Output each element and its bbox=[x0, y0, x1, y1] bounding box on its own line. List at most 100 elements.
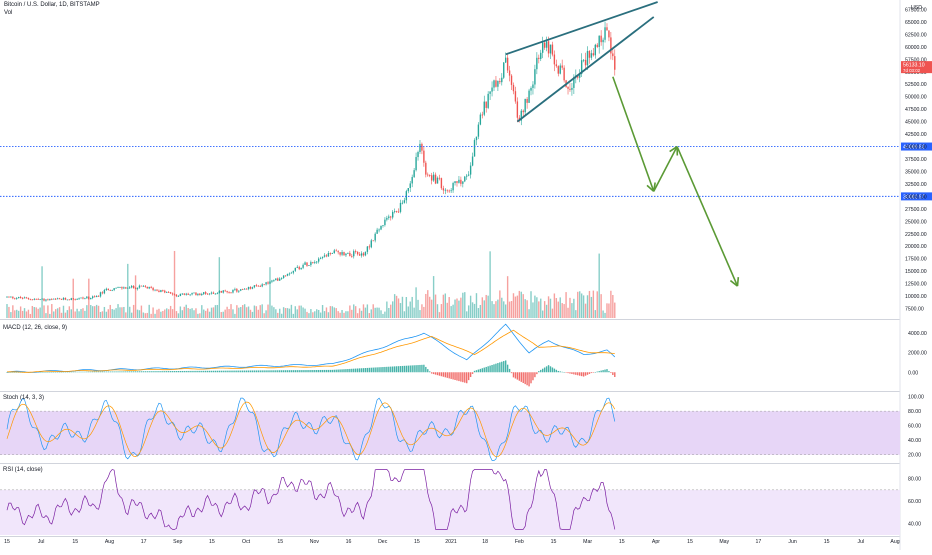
candle-body bbox=[487, 94, 488, 108]
macd-histogram-bar bbox=[404, 366, 405, 372]
volume-bar bbox=[302, 307, 303, 318]
candle-body bbox=[82, 298, 83, 299]
candle-body bbox=[517, 101, 518, 117]
macd-histogram-bar bbox=[458, 372, 459, 381]
volume-bar bbox=[431, 300, 432, 318]
candle-body bbox=[295, 268, 296, 271]
candle-body bbox=[602, 40, 603, 42]
volume-bar bbox=[505, 304, 506, 318]
macd-histogram-bar bbox=[445, 372, 446, 377]
macd-histogram-bar bbox=[150, 371, 151, 372]
candle-body bbox=[450, 190, 451, 191]
macd-histogram-bar bbox=[47, 372, 48, 373]
volume-bar bbox=[24, 308, 25, 318]
macd-histogram-bar bbox=[343, 369, 344, 372]
candle-body bbox=[271, 281, 272, 282]
macd-histogram-bar bbox=[80, 372, 81, 373]
volume-bar bbox=[491, 301, 492, 318]
macd-histogram-bar bbox=[334, 370, 335, 372]
volume-bar bbox=[139, 310, 140, 318]
volume-bar bbox=[363, 304, 364, 318]
volume-bar bbox=[563, 304, 564, 318]
candle-body bbox=[406, 191, 407, 200]
candle-body bbox=[108, 289, 109, 290]
volume-bar bbox=[310, 309, 311, 318]
macd-histogram-bar bbox=[369, 368, 370, 372]
macd-histogram-bar bbox=[186, 371, 187, 372]
candle-body bbox=[339, 252, 340, 254]
macd-histogram-bar bbox=[341, 369, 342, 372]
volume-bar bbox=[396, 296, 397, 318]
candle-body bbox=[41, 299, 42, 300]
macd-histogram-bar bbox=[236, 371, 237, 373]
candle-body bbox=[472, 157, 473, 166]
volume-bar bbox=[345, 311, 346, 318]
volume-bar bbox=[332, 306, 333, 318]
candle-body bbox=[30, 299, 31, 300]
candle-body bbox=[73, 298, 74, 299]
candle-body bbox=[119, 287, 120, 288]
candle-body bbox=[248, 287, 249, 289]
projection-arrow-up bbox=[654, 147, 677, 192]
volume-bar bbox=[293, 314, 294, 318]
volume-bar bbox=[443, 295, 444, 318]
volume-bar bbox=[263, 313, 264, 318]
candle-body bbox=[598, 36, 599, 47]
volume-bar bbox=[143, 312, 144, 318]
volume-bar bbox=[71, 309, 72, 318]
volume-bar bbox=[608, 303, 609, 318]
candle-body bbox=[258, 286, 259, 287]
volume-bar bbox=[178, 313, 179, 318]
time-axis-tick: Jul bbox=[38, 539, 45, 545]
candle-body bbox=[441, 178, 442, 188]
volume-bar bbox=[211, 308, 212, 318]
macd-histogram-bar bbox=[606, 369, 607, 372]
macd-histogram-bar bbox=[476, 370, 477, 372]
stoch-title: Stoch (14, 3, 3) bbox=[3, 395, 44, 401]
macd-histogram-bar bbox=[139, 371, 140, 372]
volume-bar bbox=[450, 306, 451, 318]
volume-bar bbox=[45, 313, 46, 318]
macd-histogram-bar bbox=[299, 370, 300, 372]
macd-histogram-bar bbox=[111, 371, 112, 372]
candle-body bbox=[552, 45, 553, 55]
volume-bar bbox=[246, 307, 247, 318]
volume-bar bbox=[281, 314, 282, 318]
candle-body bbox=[474, 140, 475, 156]
volume-bar bbox=[390, 305, 391, 318]
candle-body bbox=[14, 298, 15, 299]
volume-bar bbox=[164, 309, 165, 318]
volume-bar bbox=[113, 310, 114, 318]
volume-bar bbox=[304, 309, 305, 318]
volume-bar bbox=[487, 296, 488, 318]
candle-body bbox=[343, 252, 344, 255]
time-axis-tick: Oct bbox=[242, 539, 251, 545]
volume-bar bbox=[86, 305, 87, 318]
volume-bar bbox=[542, 311, 543, 318]
candle-body bbox=[207, 294, 208, 295]
macd-histogram-bar bbox=[141, 371, 142, 372]
volume-bar bbox=[279, 309, 280, 318]
macd-histogram-bar bbox=[468, 372, 469, 380]
macd-histogram-bar bbox=[308, 370, 309, 372]
volume-bar bbox=[495, 301, 496, 318]
candle-body bbox=[336, 250, 337, 251]
macd-histogram-bar bbox=[304, 370, 305, 372]
macd-histogram-bar bbox=[261, 370, 262, 372]
candle-body bbox=[158, 291, 159, 292]
volume-bar bbox=[287, 308, 288, 318]
macd-histogram-bar bbox=[297, 370, 298, 372]
macd-histogram-bar bbox=[172, 371, 173, 372]
candle-body bbox=[111, 290, 112, 291]
volume-bar bbox=[526, 300, 527, 318]
candle-body bbox=[332, 253, 333, 254]
candle-body bbox=[456, 181, 457, 183]
macd-histogram-bar bbox=[160, 371, 161, 372]
volume-bar bbox=[158, 309, 159, 318]
volume-bar bbox=[489, 251, 490, 318]
macd-histogram-bar bbox=[460, 372, 461, 381]
volume-bar bbox=[334, 307, 335, 318]
volume-bar bbox=[223, 312, 224, 318]
